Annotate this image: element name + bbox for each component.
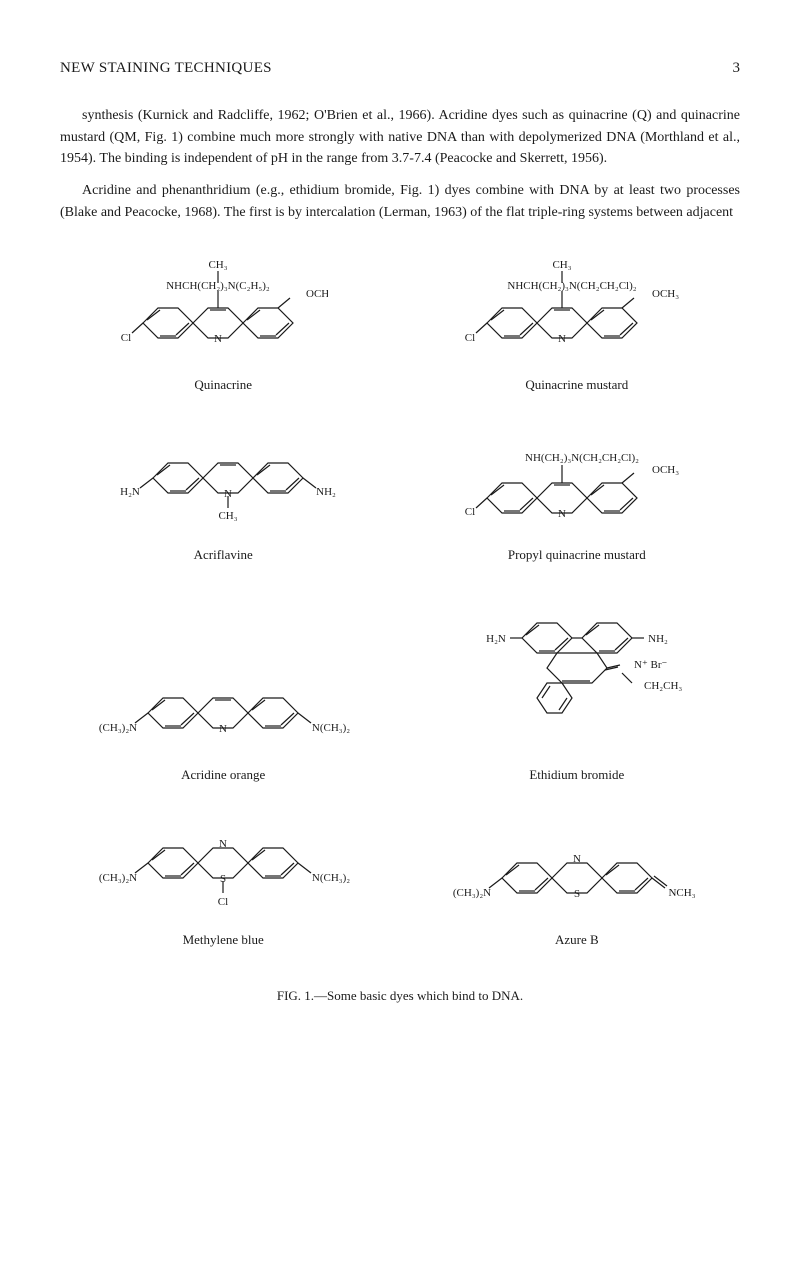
svg-text:NH₂: NH₂	[316, 486, 336, 498]
quinacrine-diagram: CH₃ NHCH(CH₂)₃N(C₂H₅)₂ OCH₃ Cl N	[118, 243, 328, 363]
svg-text:N: N	[573, 853, 581, 865]
structure-azure-b: (CH₃)₂N NCH₃ N S Azure B	[414, 838, 740, 948]
methylene-blue-diagram: (CH₃)₂N N(CH₃)₂ N S Cl	[93, 823, 353, 918]
propyl-quinacrine-mustard-diagram: NH(CH₂)₃N(CH₂CH₂Cl)₂ OCH₃ Cl N	[462, 433, 692, 533]
structure-propyl-quinacrine-mustard: NH(CH₂)₃N(CH₂CH₂Cl)₂ OCH₃ Cl N Propyl qu…	[414, 433, 740, 563]
svg-text:N: N	[224, 488, 232, 500]
acriflavine-label: Acriflavine	[194, 547, 253, 563]
svg-text:S: S	[574, 888, 580, 900]
svg-text:N: N	[558, 333, 566, 345]
figure-1: CH₃ NHCH(CH₂)₃N(C₂H₅)₂ OCH₃ Cl N Quinacr…	[60, 243, 740, 1004]
acridine-orange-label: Acridine orange	[181, 767, 265, 783]
acriflavine-diagram: H₂N NH₂ N CH₃	[108, 433, 338, 533]
svg-text:Cl: Cl	[465, 506, 475, 518]
structure-acridine-orange: (CH₃)₂N N(CH₃)₂ N Acridine orange	[60, 673, 386, 783]
azure-b-label: Azure B	[555, 932, 599, 948]
svg-text:NCH₃: NCH₃	[668, 887, 695, 899]
acridine-orange-diagram: (CH₃)₂N N(CH₃)₂ N	[93, 673, 353, 753]
figure-caption: FIG. 1.—Some basic dyes which bind to DN…	[60, 988, 740, 1004]
quinacrine-mustard-label: Quinacrine mustard	[525, 377, 628, 393]
quinacrine-mustard-diagram: CH₃ NHCH(CH₂)₃N(CH₂CH₂Cl)₂ OCH₃ Cl N	[462, 243, 692, 363]
svg-text:CH₃: CH₃	[219, 510, 238, 522]
structure-quinacrine-mustard: CH₃ NHCH(CH₂)₃N(CH₂CH₂Cl)₂ OCH₃ Cl N Qui…	[414, 243, 740, 393]
svg-text:N: N	[558, 508, 566, 520]
svg-text:H₂N: H₂N	[120, 486, 140, 498]
svg-text:N(CH₃)₂: N(CH₃)₂	[312, 722, 350, 734]
structure-quinacrine: CH₃ NHCH(CH₂)₃N(C₂H₅)₂ OCH₃ Cl N Quinacr…	[60, 243, 386, 393]
svg-text:N: N	[219, 838, 227, 850]
methylene-blue-label: Methylene blue	[183, 932, 264, 948]
svg-text:N(CH₃)₂: N(CH₃)₂	[312, 872, 350, 884]
structure-ethidium-bromide: H₂N NH₂ N⁺ Br⁻ CH₂CH₃ Ethidium bromide	[414, 603, 740, 783]
paragraph-2: Acridine and phenanthridium (e.g., ethid…	[60, 180, 740, 223]
svg-text:NH₂: NH₂	[648, 633, 668, 645]
quinacrine-label: Quinacrine	[194, 377, 252, 393]
svg-text:(CH₃)₂N: (CH₃)₂N	[453, 887, 491, 899]
structure-methylene-blue: (CH₃)₂N N(CH₃)₂ N S Cl Methylene blue	[60, 823, 386, 948]
svg-text:NHCH(CH₂)₃N(CH₂CH₂Cl)₂: NHCH(CH₂)₃N(CH₂CH₂Cl)₂	[507, 280, 636, 292]
svg-text:N⁺ Br⁻: N⁺ Br⁻	[634, 659, 668, 671]
svg-text:CH₂CH₃: CH₂CH₃	[644, 680, 682, 692]
propyl-quinacrine-mustard-label: Propyl quinacrine mustard	[508, 547, 646, 563]
svg-text:S: S	[220, 873, 226, 885]
svg-text:CH₃: CH₃	[552, 259, 571, 271]
svg-text:(CH₃)₂N: (CH₃)₂N	[99, 872, 137, 884]
svg-text:OCH₃: OCH₃	[652, 288, 679, 300]
svg-text:Cl: Cl	[218, 896, 228, 908]
svg-text:Cl: Cl	[121, 332, 131, 344]
svg-text:N: N	[219, 723, 227, 735]
azure-b-diagram: (CH₃)₂N NCH₃ N S	[447, 838, 707, 918]
running-header: NEW STAINING TECHNIQUES	[60, 60, 272, 77]
svg-text:H₂N: H₂N	[486, 633, 506, 645]
structure-acriflavine: H₂N NH₂ N CH₃ Acriflavine	[60, 433, 386, 563]
page-number: 3	[733, 60, 741, 77]
ethidium-bromide-label: Ethidium bromide	[529, 767, 624, 783]
svg-text:CH₃: CH₃	[209, 259, 228, 271]
svg-text:(CH₃)₂N: (CH₃)₂N	[99, 722, 137, 734]
svg-text:NH(CH₂)₃N(CH₂CH₂Cl)₂: NH(CH₂)₃N(CH₂CH₂Cl)₂	[525, 452, 639, 464]
svg-text:OCH₃: OCH₃	[652, 464, 679, 476]
svg-text:NHCH(CH₂)₃N(C₂H₅)₂: NHCH(CH₂)₃N(C₂H₅)₂	[166, 280, 270, 292]
ethidium-bromide-diagram: H₂N NH₂ N⁺ Br⁻ CH₂CH₃	[472, 603, 682, 753]
svg-text:OCH₃: OCH₃	[306, 288, 328, 300]
svg-text:Cl: Cl	[465, 332, 475, 344]
svg-text:N: N	[214, 333, 222, 345]
paragraph-1: synthesis (Kurnick and Radcliffe, 1962; …	[60, 105, 740, 170]
